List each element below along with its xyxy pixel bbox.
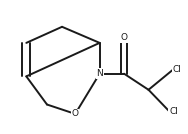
Text: Cl: Cl bbox=[173, 65, 182, 74]
Text: N: N bbox=[96, 69, 103, 78]
Text: O: O bbox=[72, 109, 79, 118]
Text: O: O bbox=[121, 33, 128, 42]
Text: Cl: Cl bbox=[169, 107, 178, 116]
